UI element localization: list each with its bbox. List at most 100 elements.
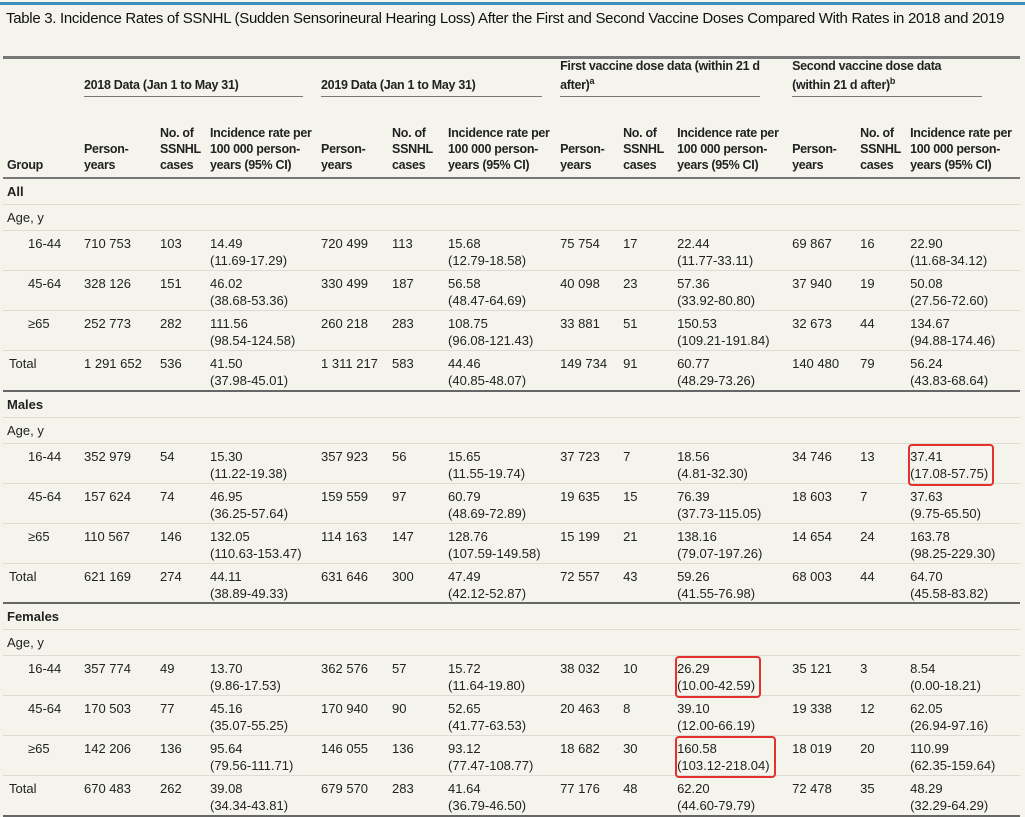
rate-value: 163.78 [910, 528, 950, 544]
col-header-cases-text: No. of SSNHL cases [860, 126, 901, 173]
rate-value: 76.39 [677, 488, 710, 504]
cases-cell: 56 [388, 443, 445, 484]
person-years-cell: 149 734 [556, 350, 620, 392]
cases-cell: 8 [619, 695, 674, 737]
incidence-rate-value: 41.50 (37.98-45.01) [210, 355, 288, 389]
row-group-label: ≥65 [3, 735, 80, 777]
person-years-cell: 69 867 [788, 230, 857, 272]
cases-cell: 16 [856, 230, 907, 272]
col-header-cases-text: No. of SSNHL cases [160, 126, 201, 173]
rate-value: 46.02 [210, 276, 243, 292]
rate-ci: (109.21-191.84) [677, 333, 770, 349]
incidence-rate-cell: 22.90 (11.68-34.12) [906, 230, 1021, 272]
rate-value: 48.29 [910, 781, 943, 797]
incidence-rate-value: 59.26 (41.55-76.98) [677, 568, 755, 602]
incidence-rate-cell: 37.63 (9.75-65.50) [906, 483, 1021, 524]
cases-cell: 30 [619, 735, 674, 777]
person-years-cell: 33 881 [556, 310, 620, 352]
person-years-cell: 142 206 [80, 735, 156, 777]
cases-cell: 90 [388, 695, 445, 737]
rate-value: 108.75 [448, 316, 488, 332]
table-row: 16-44 710 753 103 14.49 (11.69-17.29) 720 499… [3, 230, 1021, 272]
incidence-rate-value: 62.05 (26.94-97.16) [910, 700, 988, 734]
rate-value: 93.12 [448, 741, 481, 757]
person-years-cell: 72 557 [556, 563, 620, 605]
person-years-cell: 631 646 [317, 563, 389, 605]
age-label: Age, y [3, 204, 1021, 232]
incidence-rate-value: 15.72 (11.64-19.80) [448, 660, 525, 694]
person-years-cell: 679 570 [317, 775, 389, 817]
rate-value: 41.64 [448, 781, 481, 797]
table-row: ≥65 252 773 282 111.56 (98.54-124.58) 260 218… [3, 310, 1021, 352]
cases-cell: 44 [856, 563, 907, 605]
person-years-cell: 19 338 [788, 695, 857, 737]
incidence-rate-value: 15.65 (11.55-19.74) [448, 448, 525, 482]
column-header-row: Group Person-years No. of SSNHL cases Inci… [3, 99, 1021, 179]
incidence-rate-cell: 37.41 (17.08-57.75) [906, 443, 1021, 486]
rate-ci: (17.08-57.75) [910, 465, 989, 481]
rate-ci: (42.12-52.87) [448, 585, 527, 601]
incidence-rate-cell: 44.11 (38.89-49.33) [206, 563, 318, 605]
incidence-rate-value: 39.08 (34.34-43.81) [210, 780, 288, 814]
incidence-rate-cell: 13.70 (9.86-17.53) [206, 655, 318, 697]
person-years-cell: 35 121 [788, 655, 857, 697]
rate-value: 52.65 [448, 701, 481, 717]
group-header-2019: 2019 Data (Jan 1 to May 31) [317, 58, 556, 100]
incidence-rate-cell: 138.16 (79.07-197.26) [673, 523, 789, 564]
cases-cell: 54 [156, 443, 206, 484]
cases-cell: 24 [856, 523, 907, 564]
rate-ci: (10.00-42.59) [677, 678, 756, 694]
incidence-rate-value: 108.75 (96.08-121.43) [448, 315, 533, 349]
incidence-rate-cell: 22.44 (11.77-33.11) [673, 230, 789, 272]
person-years-cell: 670 483 [80, 775, 156, 817]
group-header-row: 2018 Data (Jan 1 to May 31) 2019 Data (J… [3, 58, 1020, 100]
rate-ci: (94.88-174.46) [910, 333, 996, 349]
col-header-cases: No. of SSNHL cases [619, 99, 673, 178]
incidence-rate-cell: 64.70 (45.58-83.82) [906, 563, 1021, 605]
cases-cell: 35 [856, 775, 907, 817]
person-years-cell: 330 499 [317, 270, 389, 312]
incidence-rate-cell: 95.64 (79.56-111.71) [206, 735, 318, 777]
rate-ci: (11.22-19.38) [210, 465, 288, 481]
cases-cell: 43 [619, 563, 674, 605]
row-group-label: Total [3, 350, 80, 392]
table-row: Total 1 291 652 536 41.50 (37.98-45.01) 1 311… [3, 350, 1021, 392]
col-header-person-years-text: Person-years [792, 142, 837, 173]
row-group-label: 16-44 [3, 230, 80, 272]
rate-value: 22.90 [910, 236, 943, 252]
incidence-rate-value: 163.78 (98.25-229.30) [910, 528, 995, 562]
incidence-rate-cell: 8.54 (0.00-18.21) [906, 655, 1021, 697]
incidence-rate-value: 8.54 (0.00-18.21) [910, 660, 981, 694]
col-header-person-years: Person-years [556, 99, 619, 178]
person-years-cell: 34 746 [788, 443, 857, 484]
rate-ci: (12.00-66.19) [677, 718, 756, 734]
person-years-cell: 18 603 [788, 483, 857, 524]
incidence-rate-value: 132.05 (110.63-153.47) [210, 528, 302, 562]
section-label: All [3, 178, 1021, 206]
section-header-row: All [3, 178, 1021, 206]
incidence-rate-cell: 15.65 (11.55-19.74) [444, 443, 557, 484]
rate-ci: (11.69-17.29) [210, 253, 288, 269]
incidence-rate-value: 44.11 (38.89-49.33) [210, 568, 288, 602]
incidence-rate-cell: 41.64 (36.79-46.50) [444, 775, 557, 817]
rate-ci: (79.07-197.26) [677, 545, 763, 561]
incidence-rate-value: 52.65 (41.77-63.53) [448, 700, 526, 734]
rate-ci: (45.58-83.82) [910, 585, 989, 601]
incidence-rate-value: 56.58 (48.47-64.69) [448, 275, 526, 309]
incidence-rate-value: 39.10 (12.00-66.19) [677, 700, 755, 734]
incidence-rate-value: 111.56 (98.54-124.58) [210, 315, 295, 349]
rate-value: 110.99 [910, 741, 949, 757]
person-years-cell: 159 559 [317, 483, 389, 524]
table-row: 16-44 357 774 49 13.70 (9.86-17.53) 362 576 57… [3, 655, 1021, 699]
incidence-rate-cell: 15.30 (11.22-19.38) [206, 443, 318, 484]
rate-ci: (110.63-153.47) [210, 545, 302, 561]
rate-ci: (40.85-48.07) [448, 373, 527, 389]
person-years-cell: 170 940 [317, 695, 389, 737]
incidence-rate-value: 46.95 (36.25-57.64) [210, 488, 288, 522]
rate-value: 64.70 [910, 568, 943, 584]
incidence-rate-cell: 15.68 (12.79-18.58) [444, 230, 557, 272]
person-years-cell: 720 499 [317, 230, 389, 272]
rate-value: 134.67 [910, 316, 950, 332]
incidence-rate-value: 56.24 (43.83-68.64) [910, 355, 988, 389]
rate-ci: (32.29-64.29) [910, 798, 989, 814]
